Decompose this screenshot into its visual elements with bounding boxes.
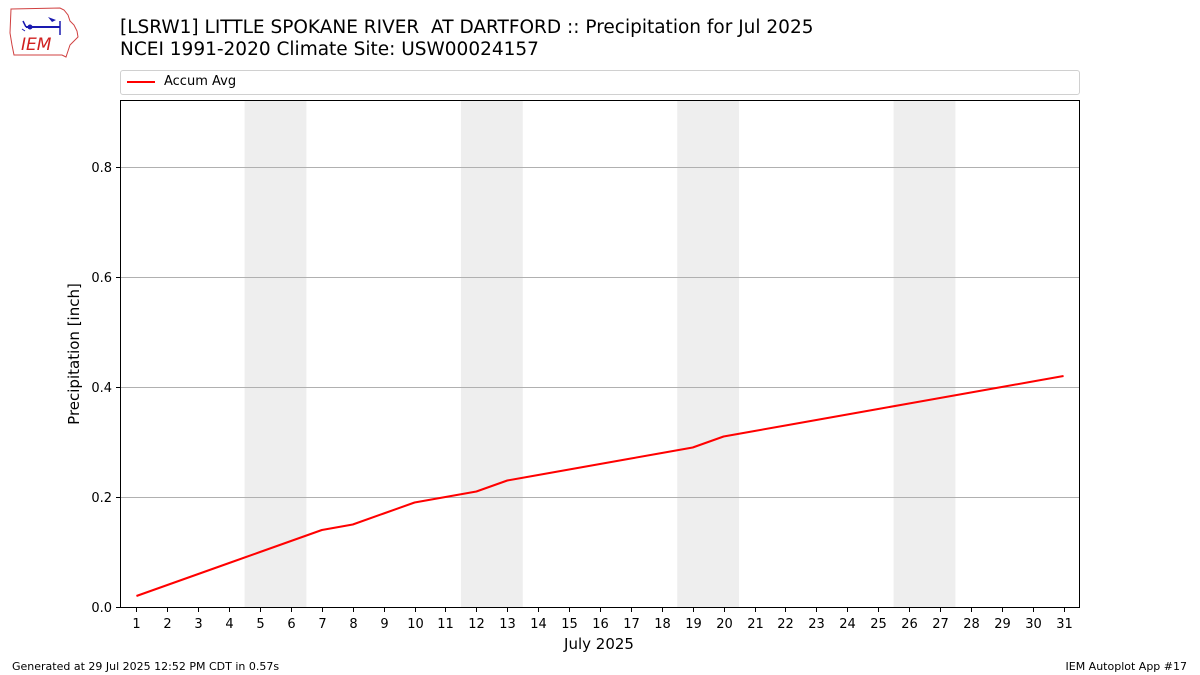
weekend-band-2 <box>677 101 740 607</box>
x-tick-label-29: 29 <box>994 617 1011 632</box>
x-tick-label-21: 21 <box>747 617 764 632</box>
y-axis-label: Precipitation [inch] <box>65 283 83 425</box>
weekend-band-0 <box>244 101 307 607</box>
y-tick-label-3: 0.6 <box>91 271 112 286</box>
x-tick-label-15: 15 <box>561 617 578 632</box>
y-tick-label-4: 0.8 <box>91 161 112 176</box>
x-tick-label-20: 20 <box>716 617 733 632</box>
x-tick-label-17: 17 <box>623 617 640 632</box>
y-tick-label-0: 0.0 <box>91 601 112 616</box>
x-tick-label-14: 14 <box>530 617 547 632</box>
y-tick-label-2: 0.4 <box>91 381 112 396</box>
x-tick-label-24: 24 <box>839 617 856 632</box>
y-tick-label-1: 0.2 <box>91 491 112 506</box>
x-tick-label-9: 9 <box>380 617 388 632</box>
series-layer <box>136 375 1064 597</box>
x-tick-label-1: 1 <box>132 617 140 632</box>
x-tick-label-31: 31 <box>1056 617 1073 632</box>
weekend-band-3 <box>893 101 956 607</box>
x-tick-label-18: 18 <box>654 617 671 632</box>
x-tick-label-6: 6 <box>287 617 295 632</box>
weekend-bands <box>244 101 956 607</box>
x-tick-label-22: 22 <box>777 617 794 632</box>
x-tick-label-26: 26 <box>901 617 918 632</box>
plot-frame <box>120 100 1080 608</box>
x-tick-label-16: 16 <box>592 617 609 632</box>
x-tick-label-7: 7 <box>318 617 326 632</box>
y-axis: 0.0 0.2 0.4 0.6 0.8 <box>91 161 121 616</box>
series-line-accum-avg <box>136 375 1064 597</box>
x-tick-label-25: 25 <box>870 617 887 632</box>
x-tick-label-11: 11 <box>437 617 454 632</box>
x-axis-label: July 2025 <box>563 635 634 653</box>
x-tick-label-5: 5 <box>256 617 264 632</box>
chart-subtitle: NCEI 1991-2020 Climate Site: USW00024157 <box>120 39 539 60</box>
x-tick-label-2: 2 <box>163 617 171 632</box>
x-tick-label-4: 4 <box>225 617 233 632</box>
legend: Accum Avg <box>120 70 1080 95</box>
iem-logo: IEM <box>9 7 79 58</box>
x-tick-label-28: 28 <box>963 617 980 632</box>
legend-swatch-accum-avg <box>127 81 155 83</box>
x-tick-label-12: 12 <box>468 617 485 632</box>
x-tick-label-10: 10 <box>407 617 424 632</box>
x-tick-label-27: 27 <box>932 617 949 632</box>
x-tick-label-19: 19 <box>685 617 702 632</box>
legend-label-accum-avg: Accum Avg <box>164 74 237 89</box>
weekend-band-1 <box>460 101 523 607</box>
iowa-outline-icon <box>9 7 79 58</box>
grid-lines <box>121 167 1079 498</box>
x-tick-label-13: 13 <box>499 617 516 632</box>
x-tick-label-3: 3 <box>194 617 202 632</box>
footer-app-id: IEM Autoplot App #17 <box>1065 660 1188 673</box>
x-axis: 1 2 3 4 5 6 7 8 9 10 11 12 13 14 15 16 17 18 19 20 21 22 23 24 2… <box>132 607 1073 632</box>
chart-title: [LSRW1] LITTLE SPOKANE RIVER AT DARTFORD… <box>120 17 814 38</box>
x-tick-label-23: 23 <box>808 617 825 632</box>
logo-text: IEM <box>21 35 52 55</box>
x-tick-label-8: 8 <box>349 617 357 632</box>
x-tick-label-30: 30 <box>1025 617 1042 632</box>
footer-generated-at: Generated at 29 Jul 2025 12:52 PM CDT in… <box>12 660 280 673</box>
